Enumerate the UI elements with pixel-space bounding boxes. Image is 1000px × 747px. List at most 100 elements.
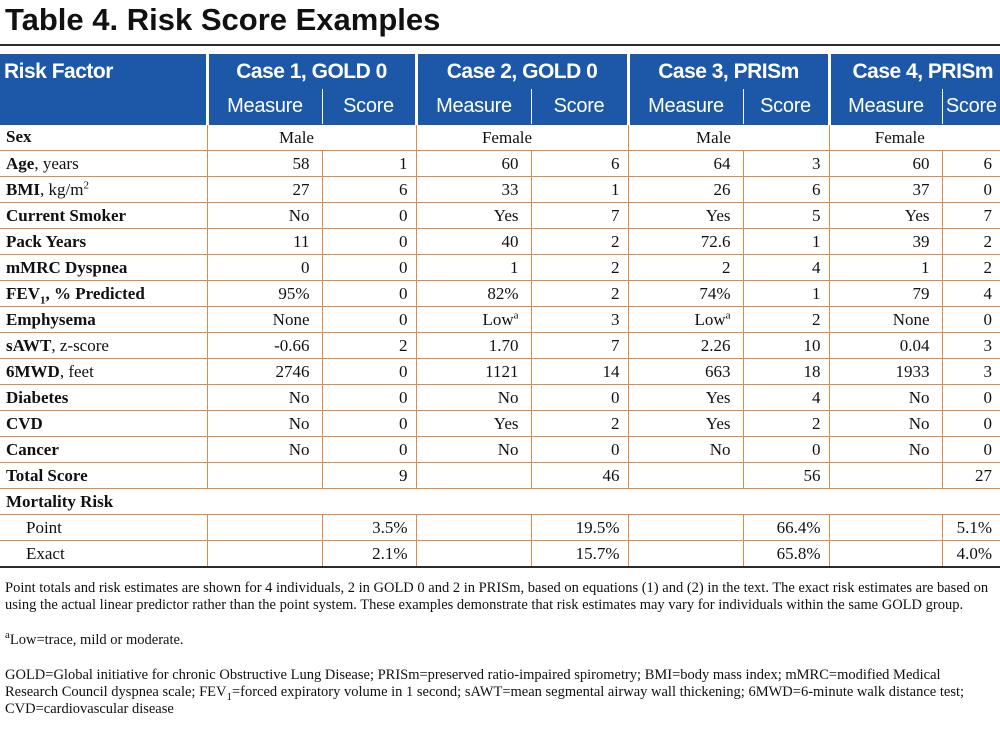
measure-cell [415, 462, 531, 489]
table-notes: Point totals and risk estimates are show… [5, 580, 995, 718]
score-cell: 0 [941, 306, 1000, 333]
header-case-1: Case 1, GOLD 0 [205, 54, 416, 89]
score-cell: 2 [941, 254, 1000, 281]
score-cell: 2 [941, 228, 1000, 255]
row-label: FEV1, % Predicted [0, 280, 207, 307]
measure-cell: No [627, 436, 743, 463]
measure-cell: 58 [206, 150, 322, 177]
score-cell: 7 [530, 202, 628, 229]
score-cell: 3 [941, 358, 1000, 385]
table-title: Table 4. Risk Score Examples [5, 2, 441, 37]
measure-cell: 11 [206, 228, 322, 255]
measure-cell [415, 540, 531, 568]
measure-cell: 2 [627, 254, 743, 281]
score-cell: 14 [530, 358, 628, 385]
measure-cell [206, 462, 322, 489]
measure-cell: 64 [627, 150, 743, 177]
measure-cell [206, 514, 322, 541]
header-case-4: Case 4, PRISm [827, 54, 1000, 89]
score-cell: 0 [321, 202, 416, 229]
measure-cell: 663 [627, 358, 743, 385]
measure-cell: 60 [415, 150, 531, 177]
measure-cell: Lowa [415, 306, 531, 333]
table-row-point: Point 3.5% 19.5% 66.4% 5.1% [0, 514, 1000, 541]
score-cell: 0 [321, 410, 416, 437]
score-cell: 0 [321, 280, 416, 307]
measure-cell [627, 462, 743, 489]
measure-cell: 79 [828, 280, 943, 307]
measure-cell: No [828, 384, 943, 411]
measure-cell: No [206, 410, 322, 437]
measure-cell [828, 514, 943, 541]
measure-cell: 82% [415, 280, 531, 307]
measure-cell: No [828, 436, 943, 463]
header-risk-factor: Risk Factor [0, 54, 207, 89]
score-cell: 4.0% [941, 540, 1000, 568]
score-cell: 0 [321, 306, 416, 333]
measure-cell: 60 [828, 150, 943, 177]
score-cell: 2 [530, 254, 628, 281]
score-cell: 3.5% [321, 514, 416, 541]
header-blank [0, 89, 207, 125]
measure-cell: 1 [415, 254, 531, 281]
measure-cell [828, 540, 943, 568]
score-cell: 4 [941, 280, 1000, 307]
measure-cell: No [206, 202, 322, 229]
row-label: Sex [6, 127, 32, 147]
table-row: mMRC Dyspnea 0 0 1 2 2 4 1 2 [0, 254, 1000, 281]
row-label: Diabetes [0, 384, 207, 411]
measure-cell: Yes [627, 410, 743, 437]
header-measure: Measure [414, 89, 531, 125]
measure-cell: No [206, 384, 322, 411]
measure-cell: 95% [206, 280, 322, 307]
row-label: 6MWD, feet [0, 358, 207, 385]
score-cell: 0 [530, 384, 628, 411]
row-label: Mortality Risk [0, 488, 207, 515]
measure-cell: Lowa [627, 306, 743, 333]
score-cell: 0 [321, 228, 416, 255]
score-cell: 0 [530, 436, 628, 463]
measure-cell: Yes [627, 202, 743, 229]
header-measure: Measure [827, 89, 943, 125]
score-cell: 46 [530, 462, 628, 489]
score-cell: 6 [742, 176, 830, 203]
measure-cell: 33 [415, 176, 531, 203]
header-score: Score [941, 89, 1000, 125]
score-cell: 1 [530, 176, 628, 203]
score-cell: 2 [742, 410, 830, 437]
score-cell: 7 [941, 202, 1000, 229]
table-row-mortality: Mortality Risk [0, 488, 1000, 515]
measure-cell: 40 [415, 228, 531, 255]
score-cell: 19.5% [530, 514, 628, 541]
row-label: Pack Years [0, 228, 207, 255]
score-cell: 4 [742, 384, 830, 411]
row-label: BMI, kg/m2 [0, 176, 207, 203]
score-cell: 3 [941, 332, 1000, 359]
score-cell: 2 [742, 306, 830, 333]
score-cell: 1 [321, 150, 416, 177]
measure-cell: No [206, 436, 322, 463]
measure-cell: 1933 [828, 358, 943, 385]
row-label: CVD [0, 410, 207, 437]
row-label: Emphysema [0, 306, 207, 333]
measure-cell: 74% [627, 280, 743, 307]
row-label: Age, years [0, 150, 207, 177]
header-score: Score [742, 89, 830, 125]
score-cell: 5 [742, 202, 830, 229]
table-row: BMI, kg/m2 27 6 33 1 26 6 37 0 [0, 176, 1000, 203]
score-cell: 56 [742, 462, 830, 489]
table-row: Emphysema None 0 Lowa 3 Lowa 2 None 0 [0, 306, 1000, 333]
sex-case-2: Female [415, 124, 628, 151]
measure-cell: None [828, 306, 943, 333]
score-cell: 2 [530, 280, 628, 307]
score-cell: 3 [530, 306, 628, 333]
measure-cell: None [206, 306, 322, 333]
score-cell: 10 [742, 332, 830, 359]
header-case-2: Case 2, GOLD 0 [414, 54, 628, 89]
table-row: sAWT, z-score -0.66 2 1.70 7 2.26 10 0.04 3 [0, 332, 1000, 359]
score-cell: 65.8% [742, 540, 830, 568]
score-cell: 5.1% [941, 514, 1000, 541]
measure-cell: 1 [828, 254, 943, 281]
measure-cell: 1121 [415, 358, 531, 385]
score-cell: 18 [742, 358, 830, 385]
